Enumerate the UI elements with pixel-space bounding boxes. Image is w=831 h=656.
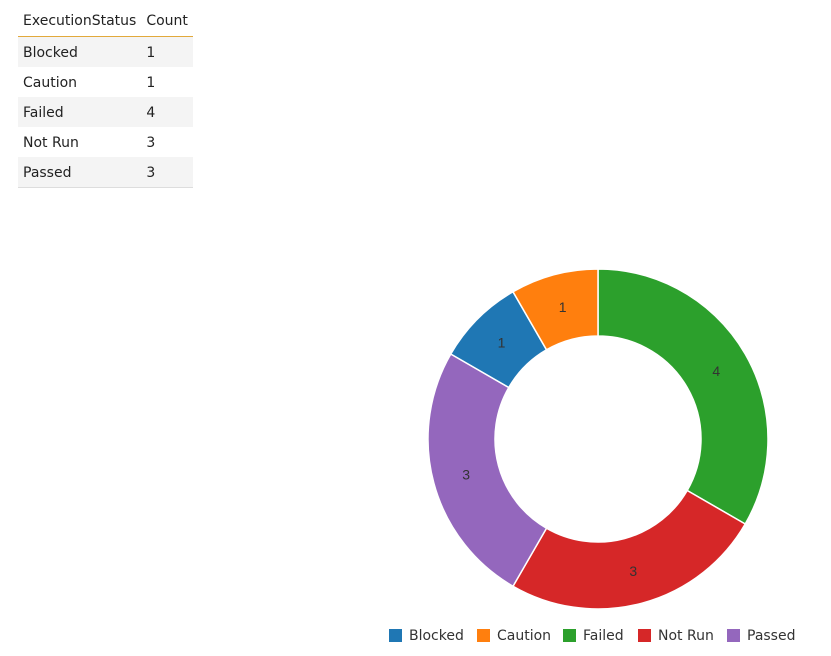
table-header-row: ExecutionStatus Count xyxy=(18,6,193,37)
count-cell: 4 xyxy=(146,104,156,121)
slice-value-label: 4 xyxy=(712,363,720,379)
table-row: Failed 4 xyxy=(18,97,193,127)
count-cell: 1 xyxy=(146,44,156,61)
donut-slice-passed xyxy=(427,352,548,588)
donut-slice-caution xyxy=(511,268,599,351)
donut-slice-failed xyxy=(597,268,769,526)
table-row: Passed 3 xyxy=(18,157,193,188)
donut-slices xyxy=(427,268,769,610)
legend-swatch xyxy=(638,629,651,642)
count-cell: 3 xyxy=(141,157,193,188)
execution-status-table: ExecutionStatus Count Blocked 1 Caution … xyxy=(18,6,193,188)
legend-swatch xyxy=(389,629,402,642)
table-row: Blocked 1 xyxy=(18,36,193,67)
legend-label: Failed xyxy=(583,628,624,644)
slice-value-label: 3 xyxy=(462,466,470,482)
slice-value-label: 1 xyxy=(559,299,567,315)
count-cell: 3 xyxy=(146,134,156,151)
legend-swatch xyxy=(563,629,576,642)
status-cell: Passed xyxy=(18,157,142,188)
legend-label: Caution xyxy=(497,628,551,644)
slice-value-label: 1 xyxy=(498,334,506,350)
legend-label: Blocked xyxy=(409,628,464,644)
table-row: Caution 1 xyxy=(18,67,193,97)
table-row: Not Run 3 xyxy=(18,127,193,157)
status-cell: Blocked xyxy=(23,44,78,61)
legend-label: Not Run xyxy=(658,628,714,644)
column-header-count: Count xyxy=(141,6,193,37)
legend-swatch xyxy=(727,629,740,642)
chart-legend: Blocked Caution Failed Not Run Passed xyxy=(389,628,795,644)
donut-slice-not-run xyxy=(511,489,747,610)
slice-value-label: 3 xyxy=(629,563,637,579)
status-cell: Failed xyxy=(23,104,64,121)
status-cell: Caution xyxy=(23,74,78,91)
count-cell: 1 xyxy=(146,74,156,91)
column-header-status: ExecutionStatus xyxy=(18,6,142,37)
legend-swatch xyxy=(477,629,490,642)
donut-slice-labels: 4 3 3 1 1 xyxy=(462,299,720,579)
status-cell: Not Run xyxy=(23,134,79,151)
legend-label: Passed xyxy=(747,628,795,644)
